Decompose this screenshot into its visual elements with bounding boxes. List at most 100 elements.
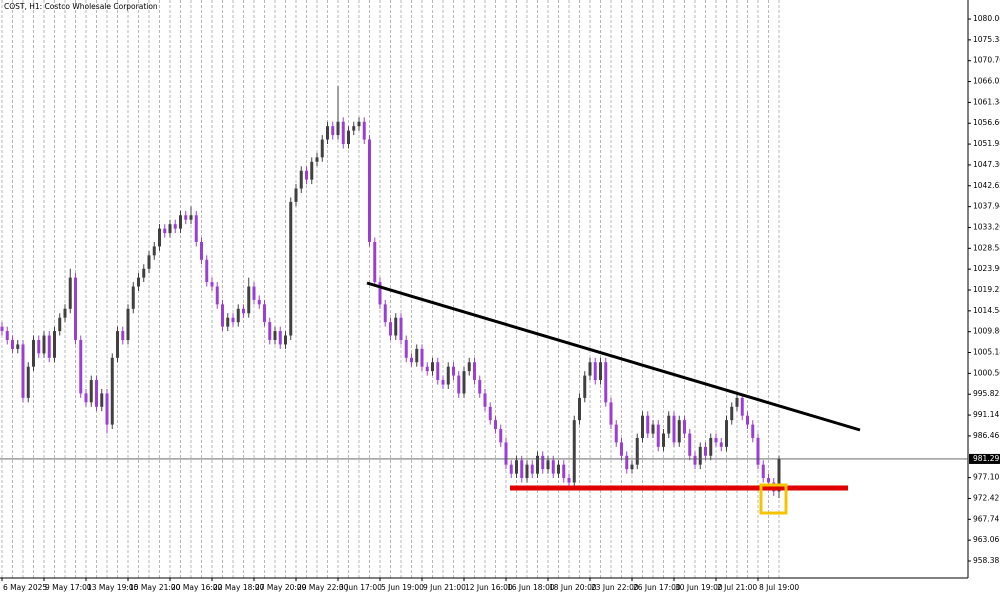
x-tick-label: 22 May 18:00 [213, 583, 265, 592]
candle-body [257, 299, 261, 305]
candle-body [740, 397, 744, 416]
candle-body [299, 170, 303, 189]
y-tick-label: 991.14 [973, 410, 999, 419]
candle-body [273, 331, 277, 340]
candle-body [289, 201, 293, 336]
candle-body [578, 397, 581, 421]
current-price-label: 981.29 [973, 454, 999, 463]
candle-body [294, 188, 298, 202]
y-tick-label: 1023.90 [973, 264, 1000, 273]
candle-body [84, 393, 88, 403]
candle-body [37, 339, 41, 354]
candle-body [110, 357, 114, 425]
candle-body [236, 308, 240, 323]
candle-body [310, 161, 314, 180]
candle-body [305, 170, 308, 180]
candles [0, 86, 781, 499]
candle-body [735, 397, 739, 407]
candle-body [625, 455, 629, 470]
candle-body [467, 362, 471, 372]
axes: 1080.06 1075.38 1070.70 1066.02 1061.34 1056.… [0, 14, 1000, 592]
x-tick-label: 13 May 19:00 [87, 583, 139, 592]
y-tick-label: 1019.22 [973, 285, 1000, 294]
candle-body [131, 286, 135, 309]
candle-body [583, 375, 587, 398]
x-tick-label: 27 May 20:00 [255, 583, 307, 592]
candle-body [74, 277, 77, 340]
y-tick-label: 1080.06 [973, 14, 1000, 23]
candle-body [520, 460, 524, 479]
candle-body [698, 446, 702, 465]
y-tick-label: 1005.18 [973, 348, 1000, 357]
trend-line [366, 281, 861, 432]
candle-body [210, 282, 214, 287]
candle-body [26, 366, 30, 398]
candle-body [205, 259, 209, 283]
candle-body [662, 433, 665, 447]
x-tick-label: 29 May 22:00 [297, 583, 349, 592]
candle-body [142, 268, 146, 278]
candle-body [399, 317, 403, 340]
candle-body [777, 458, 781, 492]
candle-body [588, 362, 592, 376]
candle-body [362, 121, 366, 140]
candle-body [179, 215, 182, 229]
candle-body [347, 130, 350, 144]
y-tick-label: 995.82 [973, 389, 999, 398]
x-tick-label: 23 Jun 22:00 [591, 583, 639, 592]
candle-body [572, 420, 576, 483]
candle-body [189, 215, 193, 220]
candle-body [446, 366, 450, 385]
candle-body [278, 331, 282, 345]
candle-body [16, 344, 20, 349]
candle-body [410, 357, 413, 363]
candle-body [441, 380, 445, 385]
candle-body [693, 455, 697, 465]
candle-body [79, 339, 83, 394]
candle-body [320, 139, 324, 158]
y-tick-label: 1051.98 [973, 139, 1000, 148]
candle-body [53, 331, 56, 358]
y-tick-label: 1042.62 [973, 181, 1000, 190]
candle-body [436, 362, 440, 381]
candle-body [194, 215, 198, 242]
candle-body [488, 406, 492, 421]
candle-body [725, 420, 728, 447]
candle-body [331, 126, 335, 136]
y-tick-label: 1028.58 [973, 243, 1000, 252]
y-tick-label: 1037.94 [973, 202, 1000, 211]
candle-body [68, 277, 72, 309]
current-price-box [969, 453, 1000, 464]
candle-body [0, 326, 4, 332]
candle-body [404, 339, 408, 358]
y-tick-label: 967.74 [973, 514, 999, 523]
x-tick-label: 9 Jun 21:00 [423, 583, 466, 592]
candle-body [168, 224, 172, 234]
candle-body [95, 380, 98, 407]
candle-body [268, 322, 272, 340]
candle-body [704, 446, 707, 456]
candle-body [47, 335, 51, 358]
candle-body [599, 362, 602, 381]
candle-body [473, 362, 476, 381]
candle-body [630, 464, 634, 470]
candle-body [515, 460, 518, 474]
candle-body [431, 362, 434, 372]
candle-body [263, 304, 266, 323]
x-tick-label: 3 Jun 17:00 [339, 583, 382, 592]
x-tick-label: 18 Jun 20:00 [549, 583, 597, 592]
candle-body [357, 121, 361, 127]
candle-body [457, 375, 461, 394]
candle-body [242, 308, 245, 314]
candle-body [604, 362, 608, 403]
candle-body [635, 437, 639, 465]
chart-title: COST, H1: Costco Wholesale Corporation [4, 2, 158, 11]
x-tick-label: 16 Jun 18:00 [507, 583, 555, 592]
candle-body [709, 437, 713, 456]
candle-body [494, 420, 497, 430]
candle-body [620, 442, 623, 456]
candle-body [672, 415, 676, 443]
candle-body [646, 415, 650, 434]
candle-body [462, 371, 466, 394]
candle-body [551, 460, 555, 474]
